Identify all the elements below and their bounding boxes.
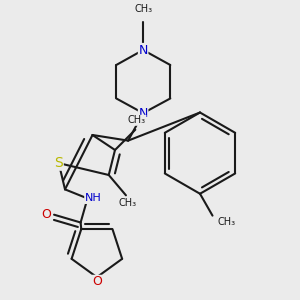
Text: N: N [138, 106, 148, 120]
Text: N: N [138, 44, 148, 56]
Text: CH₃: CH₃ [128, 115, 146, 125]
Text: O: O [41, 208, 51, 221]
Text: O: O [92, 275, 102, 288]
Text: CH₃: CH₃ [134, 4, 152, 14]
Text: NH: NH [85, 194, 101, 203]
Text: CH₃: CH₃ [217, 217, 235, 227]
Text: CH₃: CH₃ [118, 198, 136, 208]
Text: S: S [54, 156, 63, 170]
